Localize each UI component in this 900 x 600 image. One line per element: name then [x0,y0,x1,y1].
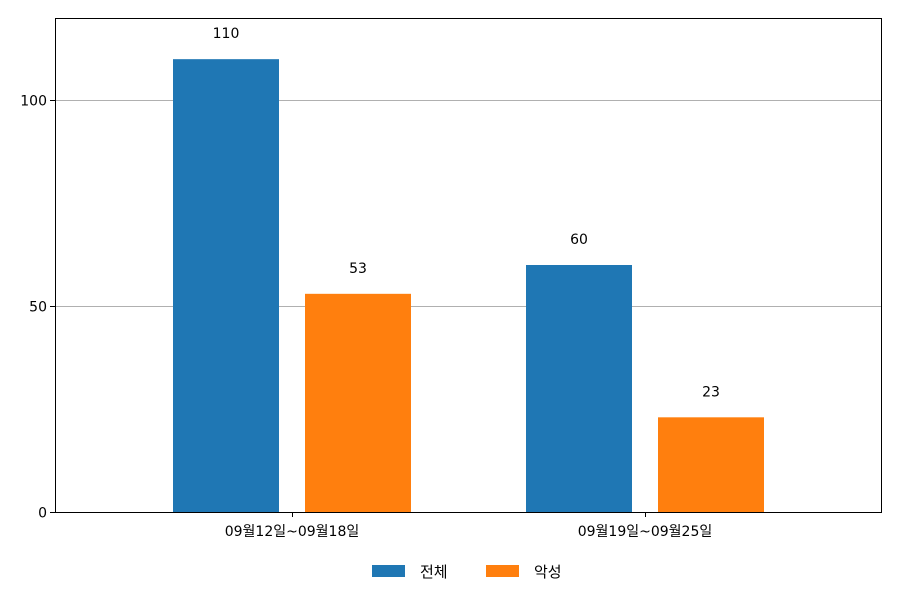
bar-malicious [305,293,411,512]
x-tick-label: 09월19일~09월25일 [578,524,713,540]
data-label: 23 [702,384,720,400]
plot-frame [55,18,882,513]
legend-item: 전체 [372,563,448,581]
data-labels: 110 53 60 23 [213,26,720,400]
data-label: 53 [349,261,367,277]
bar-total [173,59,279,513]
legend-label: 전체 [420,563,448,581]
x-tick-label: 09월12일~09월18일 [225,524,360,540]
x-axis-ticks: 09월12일~09월18일 09월19일~09월25일 [225,512,713,540]
legend-swatch [372,565,405,577]
legend-swatch [486,565,519,577]
bar-malicious [658,417,764,512]
bar-total [526,265,632,512]
legend-item: 악성 [486,563,562,581]
y-tick-label: 100 [20,94,47,110]
data-label: 110 [213,26,240,42]
y-tick-label: 0 [38,506,47,522]
legend: 전체 악성 [372,563,562,581]
y-axis-ticks: 0 50 100 [20,94,55,522]
data-label: 60 [570,232,588,248]
bars [173,59,764,513]
legend-label: 악성 [534,563,562,581]
y-tick-label: 50 [29,300,47,316]
